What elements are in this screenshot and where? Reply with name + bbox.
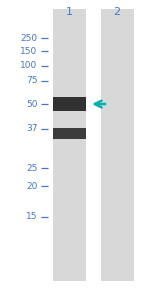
Text: 2: 2	[113, 7, 121, 17]
Text: 15: 15	[26, 212, 38, 221]
Text: 20: 20	[26, 182, 38, 190]
Text: 150: 150	[20, 47, 38, 56]
Bar	[52, 97, 86, 111]
Bar	[52, 9, 86, 281]
Text: 75: 75	[26, 76, 38, 85]
Text: 250: 250	[20, 34, 38, 42]
Text: 50: 50	[26, 100, 38, 108]
Bar	[100, 9, 134, 281]
Text: 1: 1	[66, 7, 72, 17]
Text: 25: 25	[26, 164, 38, 173]
Bar	[52, 128, 86, 139]
Text: 37: 37	[26, 125, 38, 133]
Text: 100: 100	[20, 62, 38, 70]
